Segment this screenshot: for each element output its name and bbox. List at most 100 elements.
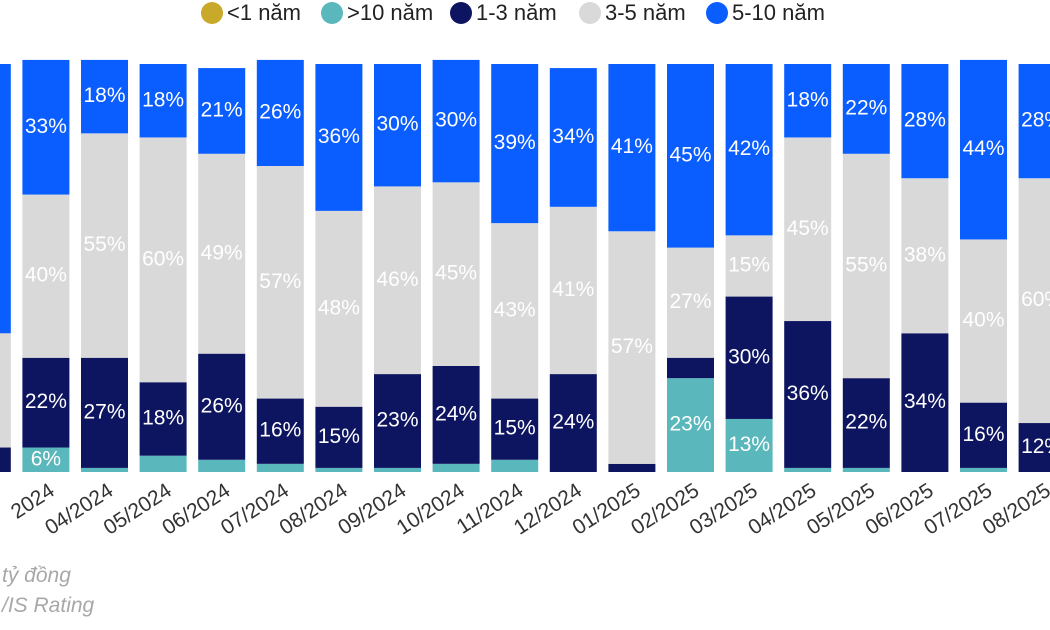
- bar-segment: [198, 353, 246, 460]
- bar-segment: [432, 182, 480, 366]
- bar-segment: [198, 68, 246, 154]
- data-label: 39%: [494, 131, 536, 154]
- bar-segment: [842, 153, 890, 379]
- bar-segment: [139, 455, 187, 472]
- legend: <1 năm >10 năm 1-3 năm 3-5 năm 5-10 năm: [201, 0, 825, 25]
- data-label: 30%: [376, 113, 418, 136]
- bar-segment: [139, 137, 187, 383]
- bar-segment: [198, 153, 246, 354]
- data-label: 16%: [259, 419, 301, 442]
- data-label: 43%: [494, 298, 536, 321]
- data-label: 27%: [83, 400, 125, 423]
- bar-segment: [901, 333, 949, 472]
- data-label: 23%: [669, 413, 711, 436]
- bar-segment: [432, 463, 480, 472]
- bar-segment: [549, 374, 597, 472]
- bar-segment: [667, 247, 714, 358]
- bar-segment: [667, 378, 714, 472]
- legend-label-1-3-n-m: 1-3 năm: [476, 0, 557, 25]
- bar-segment: [960, 402, 1007, 468]
- data-label: 13%: [728, 433, 770, 456]
- bar-segment: [549, 206, 597, 375]
- bar-segment: [960, 59, 1007, 240]
- footnote-unit: tỷ đồng: [2, 564, 71, 587]
- bar-segment: [374, 467, 421, 472]
- data-label: 27%: [669, 290, 711, 313]
- data-label: 30%: [728, 345, 770, 368]
- bar-segment: [22, 447, 70, 472]
- footnotes: tỷ đồng /IS Rating: [0, 564, 95, 617]
- data-label: 30%: [435, 109, 477, 132]
- legend-marker-10-n-m: [321, 2, 343, 24]
- bar-segment: [81, 357, 128, 468]
- bar-segment: [960, 239, 1007, 403]
- bar-segment: [315, 406, 363, 468]
- data-label: 41%: [552, 278, 594, 301]
- bar-segment: [139, 64, 187, 138]
- bar-segment: [608, 463, 656, 472]
- data-label: 18%: [787, 88, 829, 111]
- data-label: 57%: [259, 270, 301, 293]
- data-label: 60%: [1021, 288, 1050, 311]
- bar-segment: [0, 64, 11, 334]
- data-label: 15%: [318, 425, 360, 448]
- data-label: 16%: [962, 423, 1004, 446]
- bar-segment: [608, 231, 656, 464]
- data-label: 22%: [25, 390, 67, 413]
- bar-segment: [608, 64, 656, 232]
- bar-segment: [842, 467, 890, 472]
- bar-segment: [0, 447, 11, 472]
- data-label: 42%: [728, 137, 770, 160]
- x-axis-ticks: 202404/202405/202406/202407/202408/20240…: [7, 479, 1050, 540]
- data-label: 38%: [904, 243, 946, 266]
- data-label: 33%: [25, 115, 67, 138]
- legend-label-1-n-m: <1 năm: [227, 0, 301, 25]
- bar-segment: [198, 459, 246, 472]
- data-label: 48%: [318, 296, 360, 319]
- bar-segment: [81, 133, 128, 358]
- bar-segment: [725, 296, 773, 419]
- bar-segment: [784, 137, 832, 322]
- data-label: 36%: [787, 382, 829, 405]
- bar-segment: [256, 463, 304, 472]
- data-label: 21%: [201, 98, 243, 121]
- data-label: 41%: [611, 135, 653, 158]
- data-label: 28%: [1021, 109, 1050, 132]
- data-label: 23%: [376, 409, 418, 432]
- bar-segment: [256, 398, 304, 464]
- bar-segment: [81, 59, 128, 134]
- bar-segment: [22, 357, 70, 448]
- bar-segment: [549, 68, 597, 207]
- bar-segment: [22, 194, 70, 358]
- bar-segment: [901, 64, 949, 179]
- x-tick-label: 10/2024: [393, 479, 469, 540]
- data-label: 22%: [845, 96, 887, 119]
- bar-segment: [784, 467, 832, 472]
- bar-segment: [725, 235, 773, 297]
- data-label: 49%: [201, 241, 243, 264]
- bars: 6% 22% 40% 33% 27% 55% 18% 18% 60% 18% 26% 49% 21% 16…: [0, 59, 1050, 472]
- legend-marker-1-n-m: [201, 2, 223, 24]
- data-label: 45%: [787, 217, 829, 240]
- legend-label-10-n-m: >10 năm: [347, 0, 433, 25]
- data-label: 40%: [962, 309, 1004, 332]
- bar-segment: [491, 398, 539, 460]
- bar-segment: [374, 186, 421, 375]
- bar-segment: [1018, 423, 1050, 472]
- data-label: 40%: [25, 264, 67, 287]
- data-label: 55%: [845, 254, 887, 277]
- data-label: 18%: [142, 88, 184, 111]
- bar-segment: [315, 210, 363, 407]
- data-label: 6%: [31, 447, 61, 470]
- legend-marker-5-10-n-m: [706, 2, 728, 24]
- legend-marker-1-3-n-m: [450, 2, 472, 24]
- data-label: 24%: [552, 411, 594, 434]
- data-label: 45%: [669, 143, 711, 166]
- bar-segment: [667, 64, 714, 248]
- data-label: 36%: [318, 125, 360, 148]
- bar-segment: [725, 418, 773, 472]
- bar-segment: [784, 321, 832, 468]
- bar-segment: [22, 59, 70, 195]
- data-label: 15%: [728, 254, 770, 277]
